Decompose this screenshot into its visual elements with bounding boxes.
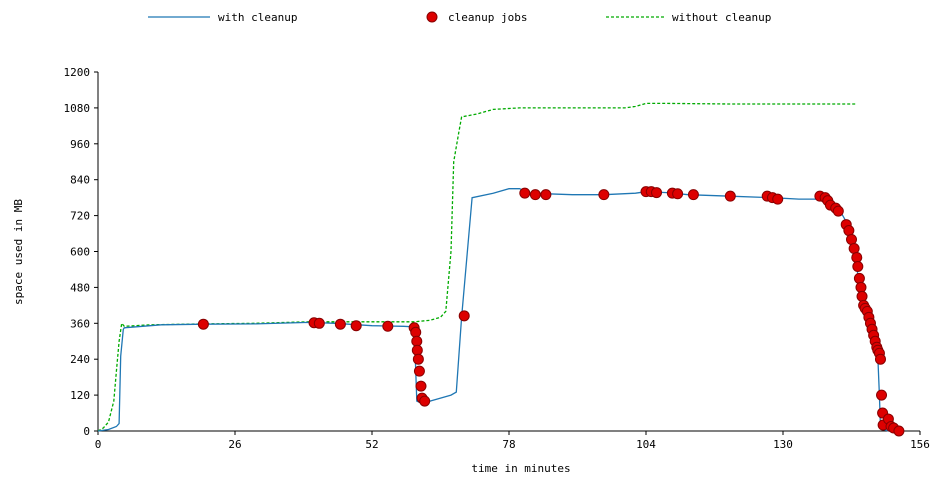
cleanup-job-point <box>412 353 424 365</box>
x-ticks: 0 26 52 78 104 130 156 <box>95 431 930 451</box>
y-ticks: 0 120 240 360 480 600 720 840 960 1080 1200 <box>64 66 98 438</box>
y-tick-label: 120 <box>70 389 90 402</box>
y-tick-label: 240 <box>70 353 90 366</box>
cleanup-job-point <box>832 205 844 217</box>
cleanup-job-point <box>851 251 863 263</box>
cleanup-job-point <box>334 318 346 330</box>
cleanup-job-point <box>724 190 736 202</box>
cleanup-job-point <box>413 365 425 377</box>
axes: 0 26 52 78 104 130 156 0 120 240 360 480 600 720 840 9… <box>64 66 930 451</box>
legend-item-with-cleanup: with cleanup <box>148 11 297 24</box>
y-tick-label: 1080 <box>64 102 91 115</box>
x-tick-label: 78 <box>502 438 515 451</box>
cleanup-job-point <box>540 189 552 201</box>
cleanup-job-point <box>382 320 394 332</box>
cleanup-job-point <box>197 318 209 330</box>
x-tick-label: 130 <box>773 438 793 451</box>
cleanup-job-point <box>350 320 362 332</box>
legend-item-cleanup-jobs: cleanup jobs <box>426 11 527 24</box>
cleanup-job-point <box>853 272 865 284</box>
y-tick-label: 480 <box>70 281 90 294</box>
series-cleanup-jobs <box>197 186 905 437</box>
cleanup-job-point <box>874 353 886 365</box>
cleanup-job-point <box>893 425 905 437</box>
x-tick-label: 104 <box>636 438 656 451</box>
cleanup-job-point <box>848 243 860 255</box>
cleanup-job-point <box>313 317 325 329</box>
legend-label: cleanup jobs <box>448 11 527 24</box>
series-with-cleanup-line <box>97 188 894 432</box>
cleanup-job-point <box>415 380 427 392</box>
y-tick-label: 360 <box>70 317 90 330</box>
x-tick-label: 156 <box>910 438 930 451</box>
x-axis-title: time in minutes <box>471 462 570 475</box>
cleanup-job-point <box>843 225 855 237</box>
x-tick-label: 26 <box>228 438 241 451</box>
legend-label: with cleanup <box>218 11 297 24</box>
cleanup-job-point <box>672 188 684 200</box>
cleanup-job-point <box>598 189 610 201</box>
x-tick-label: 52 <box>365 438 378 451</box>
cleanup-job-point <box>651 187 663 199</box>
y-tick-label: 600 <box>70 246 90 259</box>
legend-marker <box>426 11 438 23</box>
y-tick-label: 840 <box>70 174 90 187</box>
y-tick-label: 960 <box>70 138 90 151</box>
cleanup-job-point <box>410 326 422 338</box>
cleanup-job-point <box>411 344 423 356</box>
y-tick-label: 0 <box>83 425 90 438</box>
cleanup-job-point <box>458 310 470 322</box>
cleanup-job-point <box>519 187 531 199</box>
y-tick-label: 1200 <box>64 66 91 79</box>
y-tick-label: 720 <box>70 210 90 223</box>
cleanup-job-point <box>856 290 868 302</box>
cleanup-job-point <box>876 389 888 401</box>
cleanup-job-point <box>529 189 541 201</box>
series-layer <box>97 102 905 437</box>
y-axis-title: space used in MB <box>12 199 25 305</box>
cleanup-job-point <box>411 335 423 347</box>
series-without-cleanup-line <box>97 102 857 432</box>
legend: with cleanup cleanup jobs without cleanup <box>148 11 771 24</box>
cleanup-job-point <box>419 395 431 407</box>
legend-item-without-cleanup: without cleanup <box>606 11 771 24</box>
cleanup-job-point <box>772 193 784 205</box>
cleanup-job-point <box>855 281 867 293</box>
cleanup-job-point <box>687 189 699 201</box>
cleanup-job-point <box>852 260 864 272</box>
x-tick-label: 0 <box>95 438 102 451</box>
cleanup-job-point <box>846 234 857 246</box>
legend-label: without cleanup <box>672 11 771 24</box>
